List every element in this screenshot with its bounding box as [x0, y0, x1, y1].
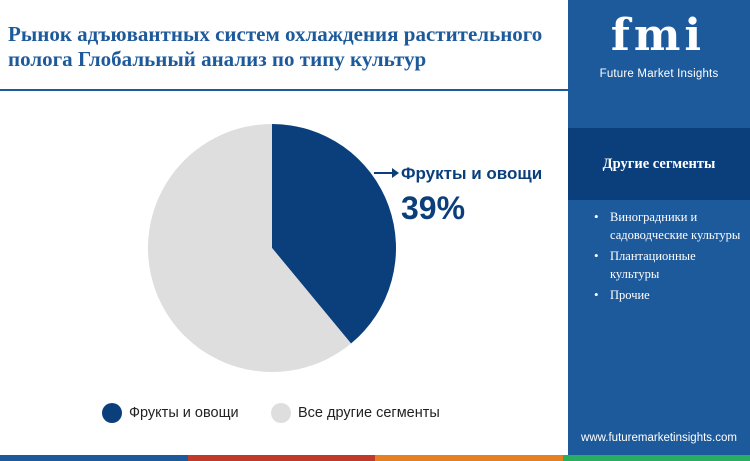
- legend-swatch-other-segments: [271, 403, 291, 423]
- legend-swatch-fruits-vegetables: [102, 403, 122, 423]
- callout-label: Фрукты и овощи: [401, 164, 543, 183]
- sidebar: fmi Future Market Insights Другие сегмен…: [568, 0, 750, 461]
- legend-label-other-segments: Все другие сегменты: [298, 405, 440, 421]
- bottom-bar-segment: [0, 455, 188, 461]
- list-item: Прочие: [594, 286, 742, 304]
- title-divider: [0, 89, 568, 91]
- other-segments-heading: Другие сегменты: [602, 155, 716, 172]
- other-segments-list: Виноградники и садоводческие культуры Пл…: [594, 208, 742, 307]
- other-segments-header: Другие сегменты: [568, 128, 750, 200]
- bottom-bar-segment: [375, 455, 563, 461]
- list-item: Виноградники и садоводческие культуры: [594, 208, 742, 244]
- bottom-bar-segment: [187, 455, 375, 461]
- legend-item-fruits-vegetables: Фрукты и овощи: [102, 403, 239, 423]
- pie-chart: [148, 124, 399, 372]
- website-link[interactable]: www.futuremarketinsights.com: [581, 432, 737, 444]
- legend-item-other-segments: Все другие сегменты: [271, 403, 440, 423]
- chart-title: Рынок адъювантных систем охлаждения раст…: [8, 22, 543, 71]
- list-item: Плантационные культуры: [594, 247, 742, 283]
- logo-mark: fmi: [610, 10, 706, 61]
- fmi-logo: fmi Future Market Insights: [568, 8, 750, 90]
- pie-slice-other-segments: [148, 124, 352, 372]
- callout-value: 39%: [401, 190, 466, 226]
- pie-slices: [148, 124, 397, 372]
- logo-text: Future Market Insights: [599, 68, 719, 80]
- callout-arrow: [374, 168, 399, 178]
- bottom-bar-segment: [562, 455, 750, 461]
- legend-label-fruits-vegetables: Фрукты и овощи: [129, 405, 239, 421]
- pie-slice-fruits-vegetables: [272, 124, 397, 344]
- bottom-color-bar: [0, 455, 750, 461]
